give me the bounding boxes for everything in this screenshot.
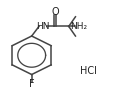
Text: HN: HN [36, 22, 49, 31]
Text: F: F [29, 79, 34, 89]
Text: O: O [51, 7, 58, 17]
Text: HCl: HCl [80, 66, 97, 76]
Text: NH₂: NH₂ [69, 22, 86, 31]
